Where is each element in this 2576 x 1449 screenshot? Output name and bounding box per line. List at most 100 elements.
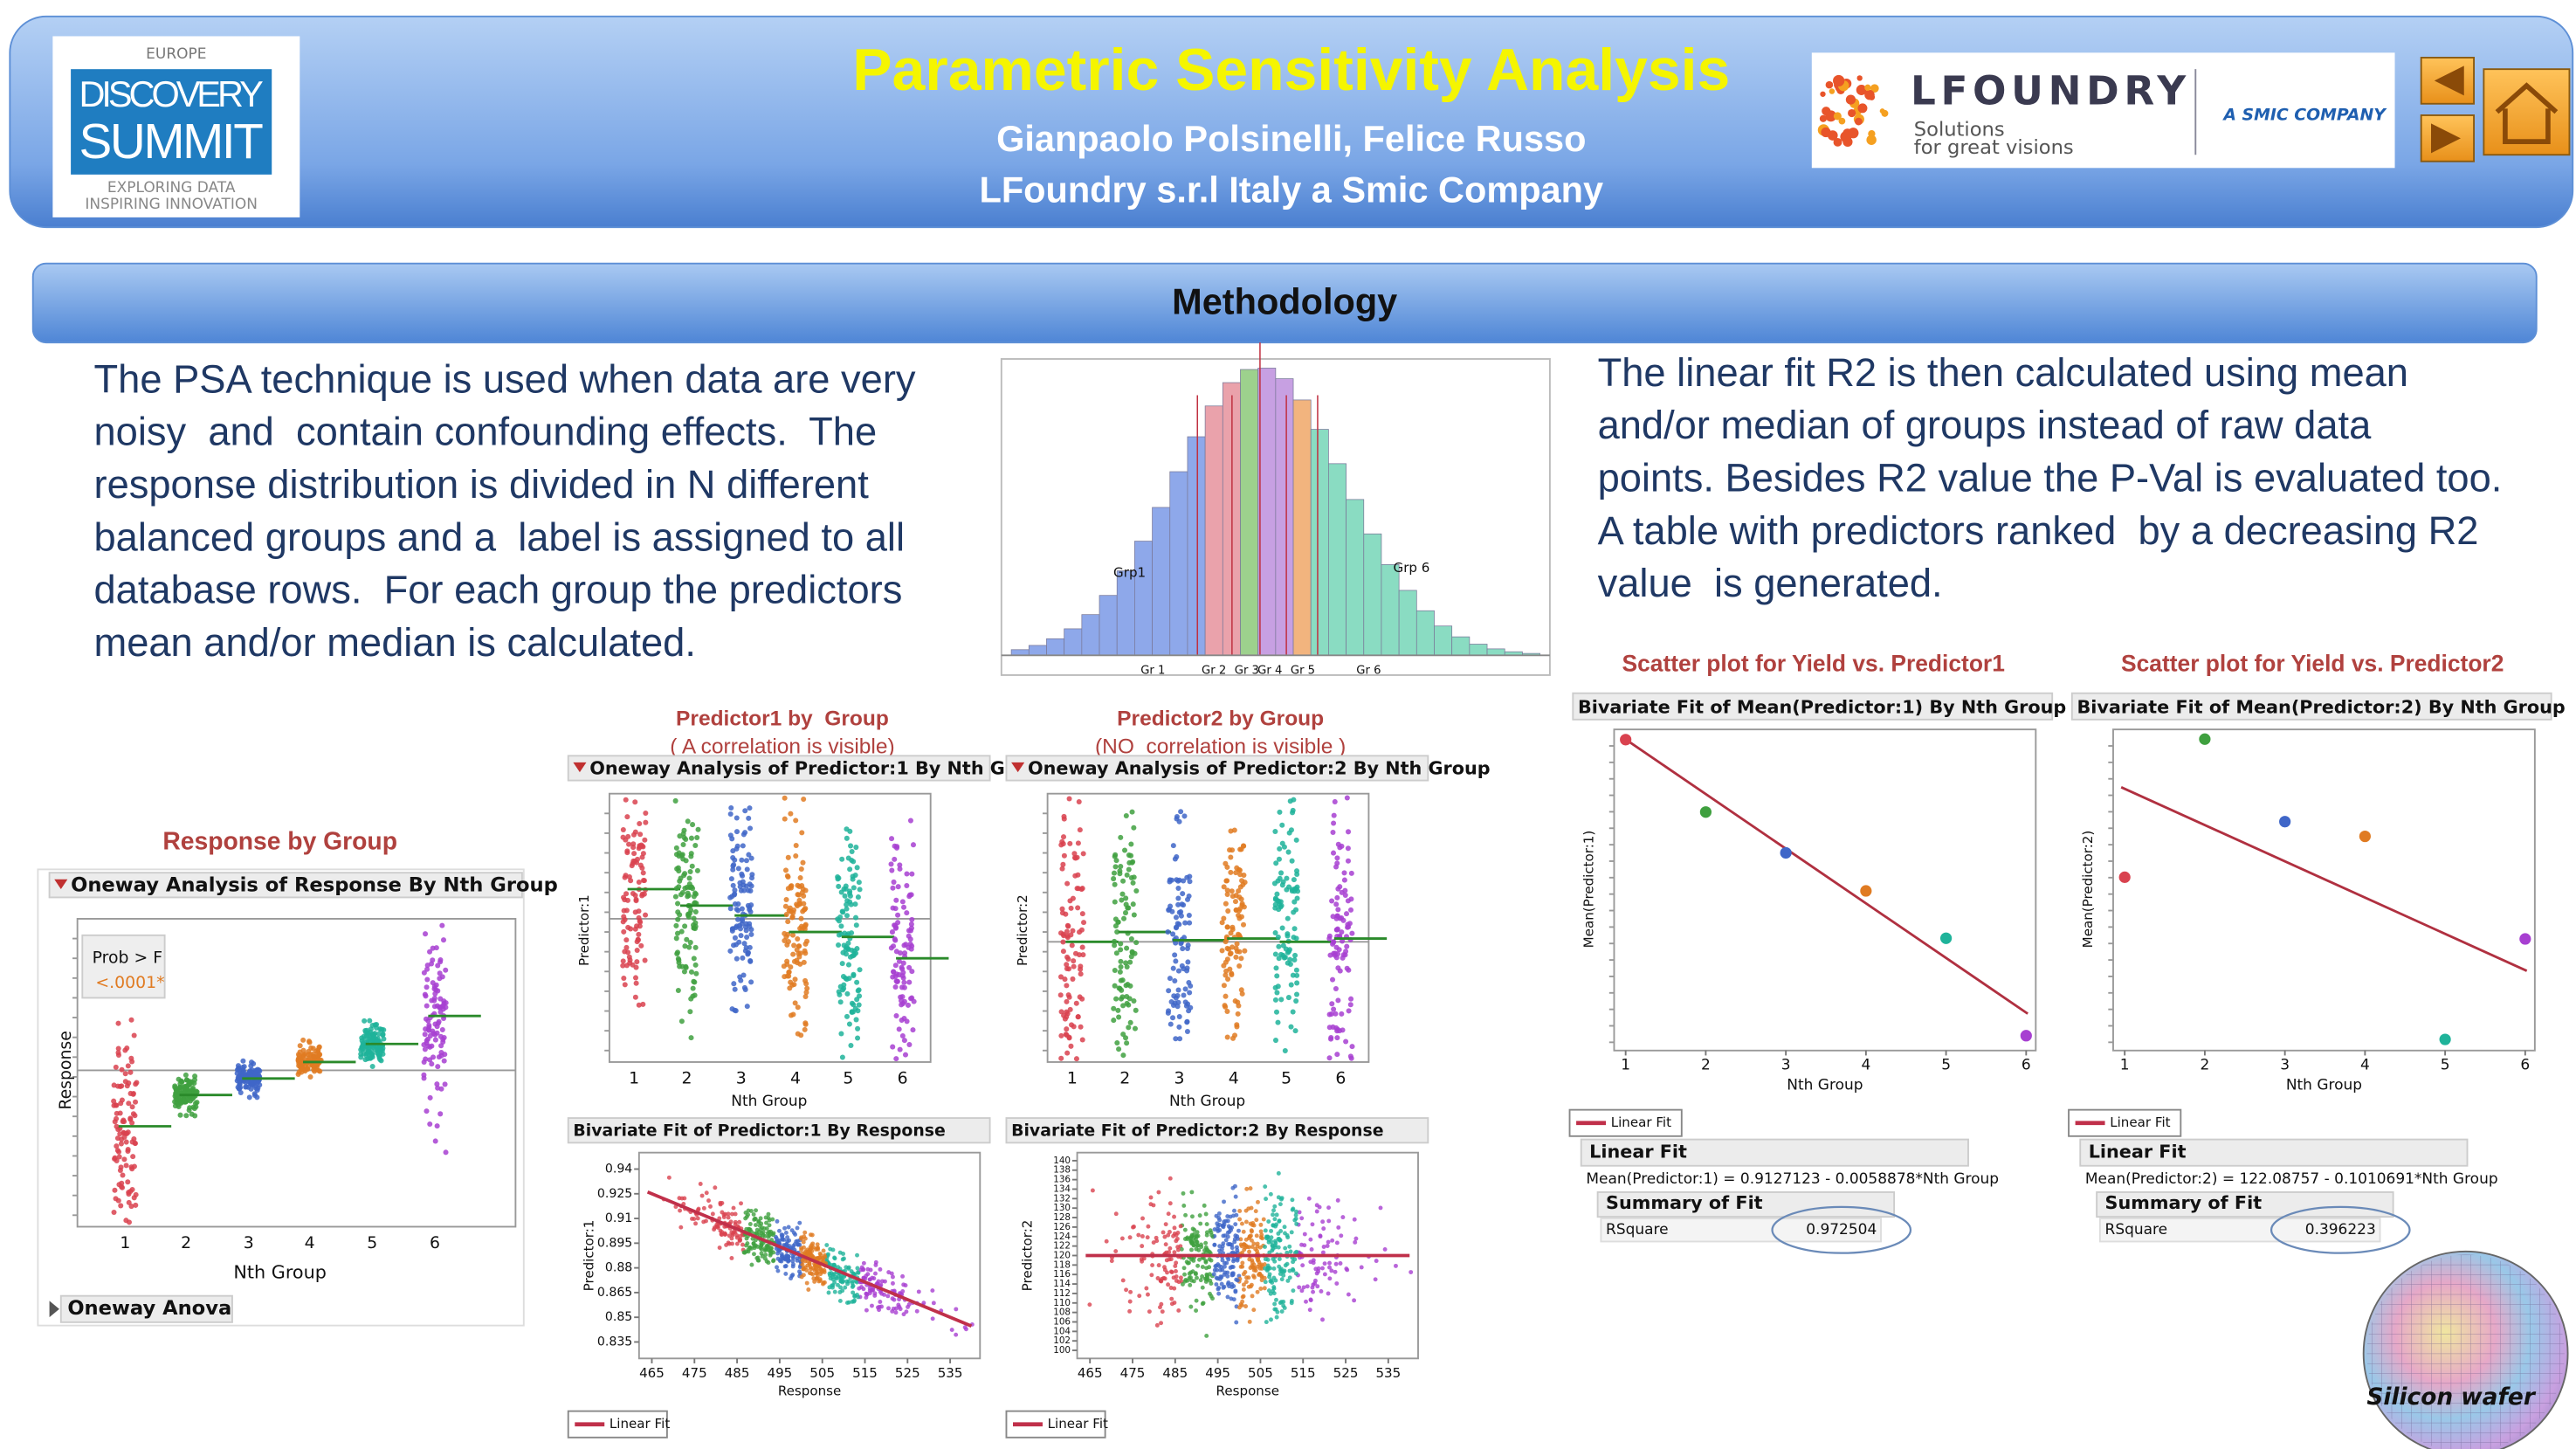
histogram-bar <box>1046 638 1065 656</box>
scatter-point <box>1195 1230 1200 1235</box>
jitter-point <box>782 903 789 909</box>
jitter-point <box>1175 968 1181 974</box>
jitter-point <box>731 862 737 868</box>
jitter-point <box>424 1003 430 1009</box>
jitter-point <box>249 1080 255 1087</box>
scatter-point <box>1246 1275 1251 1280</box>
jitter-point <box>1064 1050 1071 1056</box>
jitter-point <box>734 815 740 821</box>
scatter-point <box>801 1273 806 1278</box>
scatter-point <box>1269 1228 1274 1233</box>
jitter-point <box>1328 1011 1334 1017</box>
jitter-point <box>1294 868 1300 874</box>
jitter-point <box>127 1115 134 1121</box>
jitter-point <box>1334 894 1340 900</box>
jitter-point <box>691 915 697 921</box>
scatter-point <box>1216 1211 1222 1216</box>
jitter-point <box>633 896 639 902</box>
jitter-point <box>1174 924 1180 930</box>
report-header <box>567 755 991 782</box>
jitter-point <box>430 945 436 951</box>
scatter-point <box>1319 1289 1324 1294</box>
jitter-point <box>1133 940 1140 946</box>
x-tick-label: 495 <box>768 1365 793 1381</box>
jitter-point <box>1276 899 1282 905</box>
scatter-point <box>1285 1261 1290 1266</box>
scatter-point <box>2279 816 2291 828</box>
scatter-point <box>814 1267 819 1272</box>
scatter-point <box>885 1294 891 1299</box>
scatter-point <box>780 1236 785 1241</box>
scatter-point <box>1230 1250 1236 1255</box>
jitter-point <box>854 997 860 1003</box>
jitter-point <box>1235 1011 1241 1017</box>
scatter-point <box>1124 1287 1129 1293</box>
jitter-point <box>643 810 649 817</box>
jitter-point <box>133 1081 139 1087</box>
jitter-point <box>1343 1038 1349 1045</box>
jitter-point <box>900 960 906 966</box>
jitter-point <box>1131 825 1137 831</box>
scatter-point <box>1382 1246 1388 1252</box>
scatter-point <box>949 1328 954 1333</box>
jitter-point <box>1123 895 1129 901</box>
jitter-point <box>673 922 679 928</box>
scatter-point <box>779 1259 784 1264</box>
jitter-point <box>1236 867 1243 873</box>
section-title: Methodology <box>1172 281 1397 322</box>
jitter-point <box>1292 952 1298 958</box>
jitter-point <box>1242 948 1248 954</box>
jitter-point <box>1118 958 1124 964</box>
jitter-point <box>1075 840 1081 846</box>
scatter-point <box>1274 1314 1279 1320</box>
scatter-point <box>838 1285 843 1290</box>
scatter-point <box>1326 1291 1331 1296</box>
jitter-point <box>1060 861 1066 867</box>
scatter-point <box>1131 1225 1135 1230</box>
jitter-point <box>119 1066 125 1073</box>
scatter-point <box>1179 1246 1184 1252</box>
scatter-point <box>1243 1270 1248 1274</box>
y-axis-label: Mean(Predictor:1) <box>1581 831 1597 949</box>
logo-dot <box>1864 84 1871 91</box>
jitter-point <box>1329 1001 1335 1007</box>
scatter-point <box>1240 1294 1245 1300</box>
jitter-point <box>241 1064 247 1070</box>
jitter-point <box>1277 845 1283 852</box>
jitter-point <box>1116 1046 1122 1052</box>
jitter-point <box>1224 1008 1230 1014</box>
jitter-point <box>840 909 846 915</box>
scatter-point <box>1183 1212 1188 1218</box>
jitter-point <box>899 964 905 970</box>
scatter-point <box>1087 1302 1092 1308</box>
scatter-point <box>1257 1245 1263 1250</box>
jitter-point <box>1332 798 1338 804</box>
intro-line: response distribution is divided in N di… <box>94 462 870 507</box>
rsquare-value: 0.972504 <box>1806 1221 1877 1239</box>
scatter-point <box>1198 1278 1203 1283</box>
method-line: and/or median of groups instead of raw d… <box>1598 403 2373 447</box>
jitter-point <box>1124 994 1130 1000</box>
jitter-point <box>1172 952 1178 958</box>
scatter-point <box>1271 1223 1276 1228</box>
jitter-point <box>627 957 633 963</box>
x-tick-label: 2 <box>2201 1057 2210 1074</box>
disclosure-icon <box>54 879 68 890</box>
report-header <box>1580 1138 1969 1167</box>
scatter-point <box>1201 1301 1206 1306</box>
logo-dot <box>1820 91 1826 97</box>
jitter-point <box>192 1073 198 1080</box>
jitter-point <box>849 947 855 954</box>
scatter-point <box>1200 1274 1205 1279</box>
jitter-point <box>799 830 805 836</box>
intro-line: The PSA technique is used when data are … <box>94 356 916 401</box>
report-title: Summary of Fit <box>1606 1192 1763 1213</box>
scatter-point <box>1221 1225 1226 1230</box>
jitter-point <box>909 871 915 877</box>
jitter-point <box>1170 843 1176 849</box>
jitter-point <box>443 1149 449 1156</box>
jitter-point <box>129 1120 135 1126</box>
jitter-point <box>897 862 903 868</box>
jitter-point <box>1348 896 1354 902</box>
scatter-point <box>1189 1190 1195 1195</box>
